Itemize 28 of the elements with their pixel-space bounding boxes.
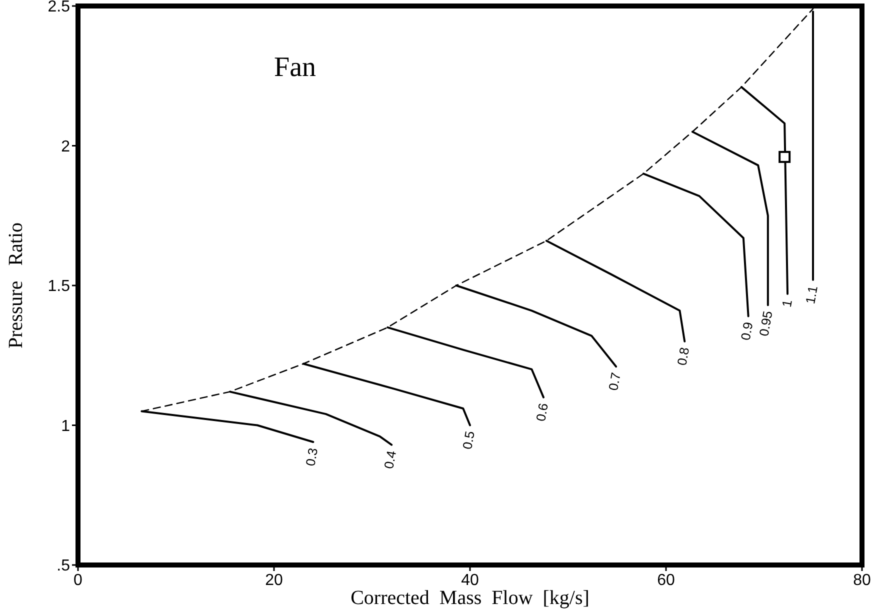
x-tick-label: 60 bbox=[657, 572, 675, 589]
x-tick-label: 20 bbox=[265, 572, 283, 589]
y-tick-label: 2.5 bbox=[48, 0, 70, 16]
text: Fan bbox=[274, 52, 316, 83]
y-tick-label: 2 bbox=[61, 138, 70, 156]
y-tick-label: 1.5 bbox=[48, 278, 70, 296]
text: 0.9 bbox=[738, 320, 756, 342]
line-series bbox=[545, 240, 686, 342]
text: 0.6 bbox=[533, 402, 551, 422]
x-tick-label: 40 bbox=[461, 572, 479, 589]
x-tick-label: 80 bbox=[853, 572, 871, 589]
y-axis-title: Pressure Ratio bbox=[5, 222, 27, 349]
y-tick-label: .5 bbox=[56, 558, 70, 575]
line-series bbox=[691, 130, 769, 306]
text: 1.1 bbox=[802, 284, 820, 306]
line-series bbox=[386, 326, 544, 398]
text: 0.4 bbox=[381, 450, 400, 470]
y-tick-label: 1 bbox=[61, 418, 70, 435]
x-tick-label: 0 bbox=[74, 572, 83, 589]
text: 0.7 bbox=[606, 371, 624, 392]
text: 0.8 bbox=[674, 346, 692, 367]
x-axis-title: Corrected Mass Flow [kg/s] bbox=[350, 587, 590, 609]
text: 0.3 bbox=[302, 446, 321, 468]
text: 0.5 bbox=[460, 430, 478, 450]
text: 1 bbox=[778, 298, 795, 308]
line-series bbox=[642, 172, 750, 318]
text: 0.95 bbox=[756, 310, 776, 338]
line-series bbox=[455, 284, 618, 368]
